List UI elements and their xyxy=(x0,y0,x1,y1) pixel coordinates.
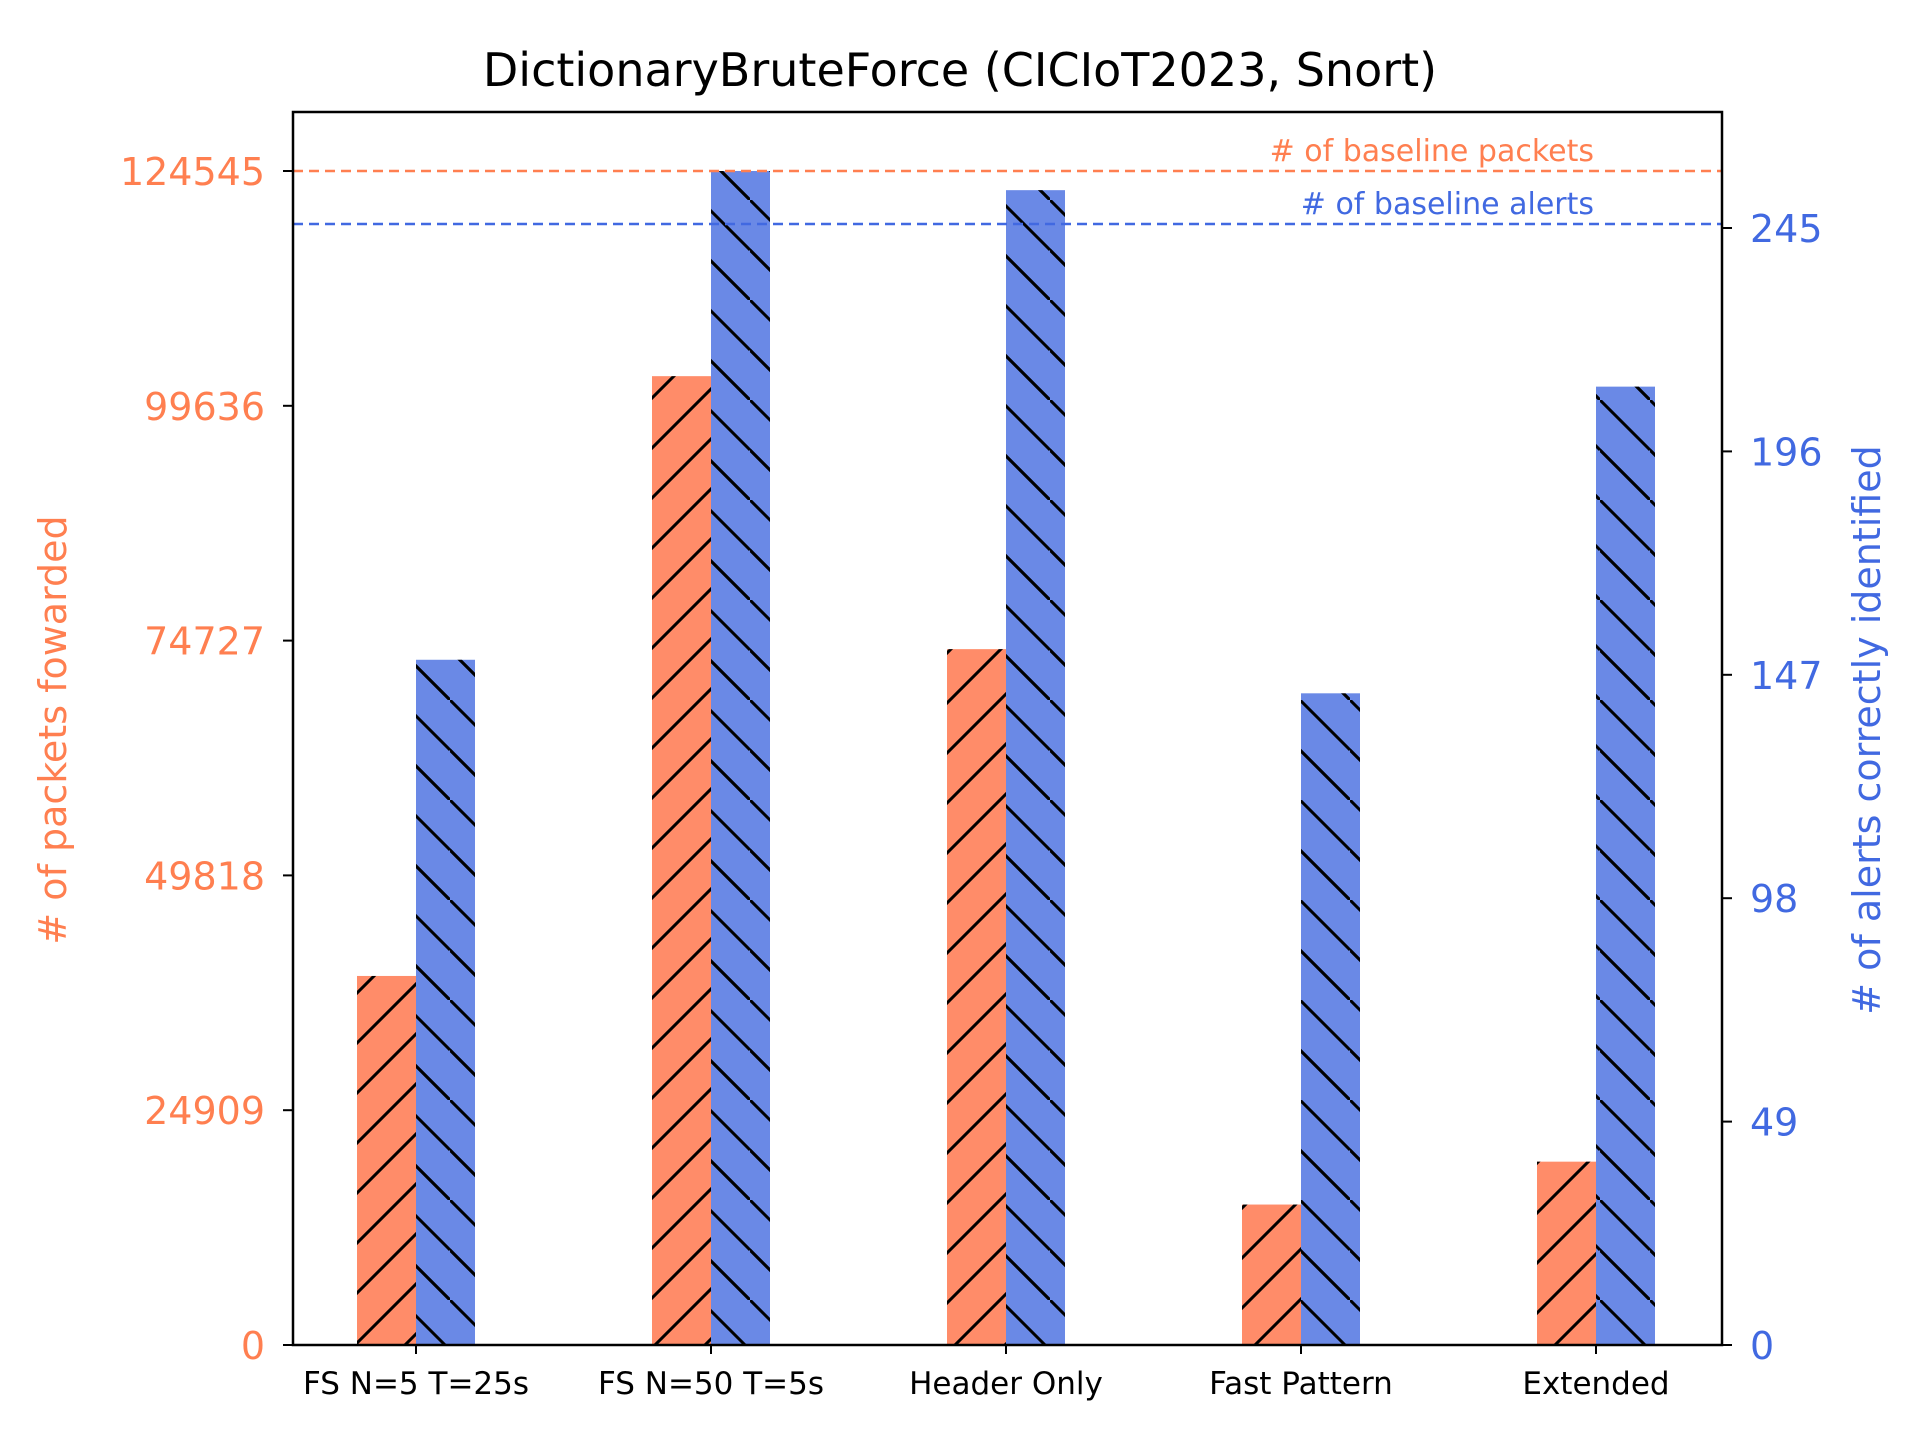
y-left-tick-label-0: 0 xyxy=(241,1324,265,1368)
bar-hatch-left-1 xyxy=(652,376,711,1345)
y-right-tick-label-5: 245 xyxy=(1750,207,1823,251)
x-tick-label-2: Header Only xyxy=(909,1366,1103,1402)
y-right-tick-label-4: 196 xyxy=(1750,430,1823,474)
bar-hatch-right-3 xyxy=(1301,693,1360,1345)
bar-hatch-left-4 xyxy=(1537,1161,1596,1345)
x-tick-label-0: FS N=5 T=25s xyxy=(303,1366,529,1402)
bar-hatch-right-4 xyxy=(1596,386,1655,1345)
chart-title: DictionaryBruteForce (CICIoT2023, Snort) xyxy=(483,43,1437,97)
bar-hatch-left-3 xyxy=(1242,1204,1301,1345)
x-tick-label-3: Fast Pattern xyxy=(1209,1366,1393,1402)
y-left-tick-label-3: 74727 xyxy=(144,620,265,664)
y-left-tick-label-1: 24909 xyxy=(144,1089,265,1133)
y-left-tick-label-4: 99636 xyxy=(144,385,265,429)
plot-frame xyxy=(291,110,1724,1347)
x-tick-label-4: Extended xyxy=(1522,1366,1669,1402)
y-right-tick-label-1: 49 xyxy=(1750,1101,1798,1145)
y-right-tick-label-0: 0 xyxy=(1750,1324,1774,1368)
bar-hatch-right-1 xyxy=(711,171,770,1345)
bar-hatch-left-0 xyxy=(357,975,416,1345)
x-tick-label-1: FS N=50 T=5s xyxy=(598,1366,824,1402)
y-right-tick-label-3: 147 xyxy=(1750,654,1823,698)
bar-hatch-right-2 xyxy=(1006,190,1065,1345)
reference-line-label-0: # of baseline packets xyxy=(1270,134,1594,169)
y-left-tick-label-2: 49818 xyxy=(144,854,265,898)
bar-hatch-right-0 xyxy=(416,659,475,1345)
bar-hatch-left-2 xyxy=(947,649,1006,1345)
y-right-axis-label: # of alerts correctly identified xyxy=(1845,445,1889,1014)
y-left-axis-label: # of packets fowarded xyxy=(31,515,75,944)
y-right-tick-label-2: 98 xyxy=(1750,877,1798,921)
reference-line-label-1: # of baseline alerts xyxy=(1301,187,1594,222)
y-left-tick-label-5: 124545 xyxy=(120,150,265,194)
